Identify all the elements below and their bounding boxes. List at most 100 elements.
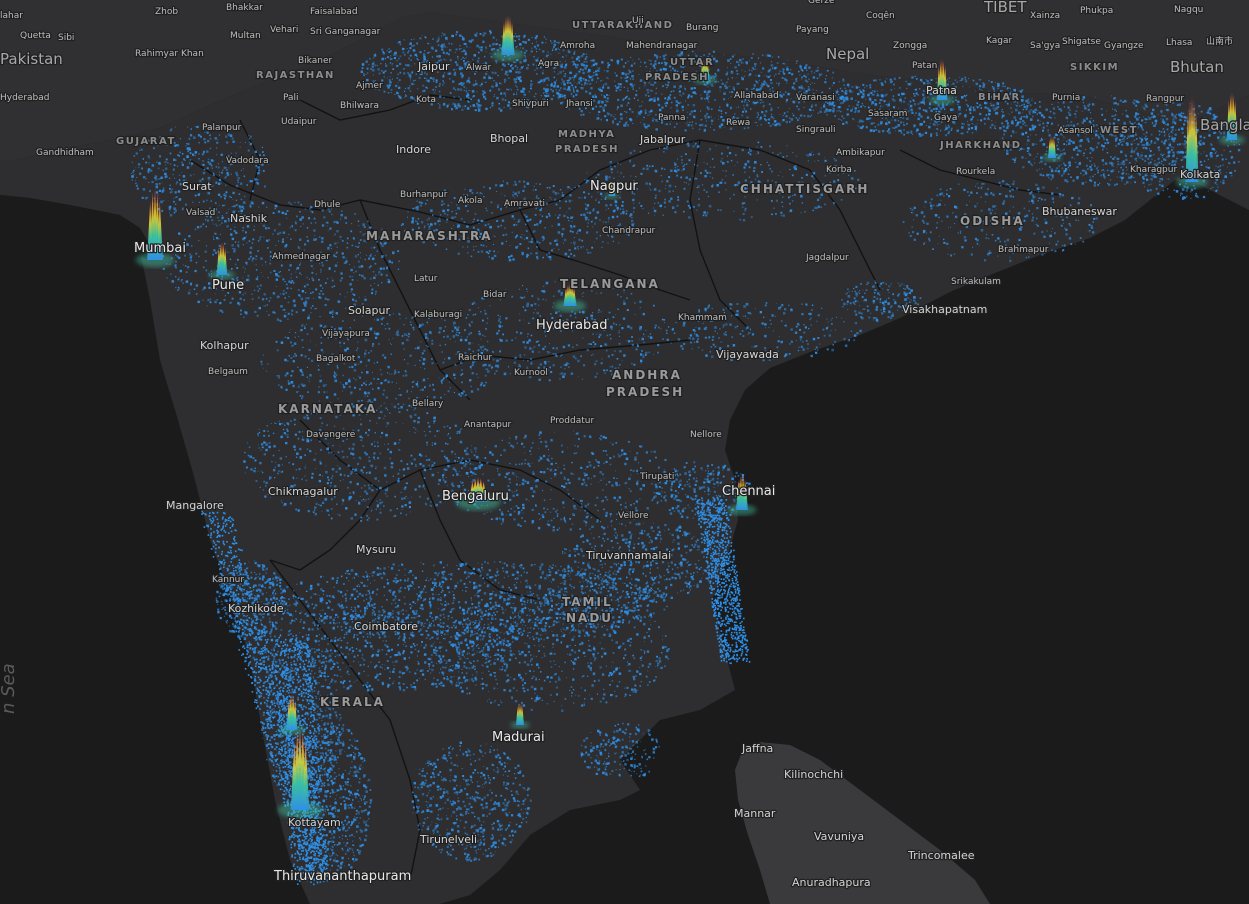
city-label-solapur: Solapur	[348, 304, 390, 317]
city-label-tiruvannamalai: Tiruvannamalai	[585, 549, 671, 562]
city-label-mangalore: Mangalore	[166, 499, 224, 512]
city-label-thiruvananthapuram: Thiruvananthapuram	[273, 869, 411, 884]
density-peak-nagpur	[604, 180, 620, 199]
state-label-odisha: ODISHA	[960, 214, 1025, 228]
city-label-panna: Panna	[658, 113, 685, 123]
city-label-nellore: Nellore	[690, 430, 722, 440]
city-label-hyderabad: Hyderabad	[536, 318, 608, 333]
city-label-mysuru: Mysuru	[356, 543, 396, 556]
city-label-tirupati: Tirupati	[639, 472, 674, 482]
city-label-amravati: Amravati	[504, 199, 545, 209]
city-label-kannur: Kannur	[212, 575, 244, 585]
state-label-tamil-2: NADU	[566, 611, 613, 625]
city-label-sri-ganganagar: Sri Ganganagar	[310, 27, 381, 37]
city-label-madurai: Madurai	[492, 730, 545, 745]
state-label-west-bengal: WEST	[1100, 125, 1138, 136]
indian-peninsula	[0, 12, 1249, 904]
density-peak-asansol	[1042, 135, 1062, 162]
city-label-zhob: Zhob	[155, 7, 178, 17]
city-label-kalaburagi: Kalaburagi	[414, 310, 462, 320]
density-peak-chennai	[727, 474, 757, 516]
city-label-bengaluru: Bengaluru	[442, 489, 509, 504]
northern-land	[0, 0, 1249, 162]
city-label-belgaum: Belgaum	[208, 367, 248, 377]
country-label-nepal: Nepal	[826, 45, 869, 63]
city-label-xainza: Xainza	[1030, 11, 1060, 21]
country-label-tibet: TIBET	[983, 0, 1027, 16]
city-label-kilinochchi: Kilinochchi	[784, 768, 843, 781]
city-label-kota: Kota	[416, 95, 436, 105]
density-peaks	[135, 15, 1245, 819]
city-label-nashik: Nashik	[230, 212, 268, 225]
state-label-andhra-1: ANDHRA	[612, 368, 682, 382]
city-label-chikmagalur: Chikmagalur	[268, 485, 338, 498]
city-label-zongga: Zongga	[893, 41, 927, 51]
density-peak-bengaluru	[455, 477, 501, 511]
density-peak-kochi	[279, 694, 305, 735]
city-label-bikaner: Bikaner	[298, 56, 332, 66]
city-label-ajmer: Ajmer	[356, 81, 383, 91]
sri-lanka	[735, 742, 990, 904]
state-label-madhya-1: MADHYA	[558, 129, 615, 140]
city-label-visakhapatnam: Visakhapatnam	[902, 303, 987, 316]
country-label-bhutan: Bhutan	[1170, 58, 1224, 76]
city-label-bagalkot: Bagalkot	[316, 354, 356, 364]
city-label-chandrapur: Chandrapur	[602, 226, 656, 236]
city-label-pali: Pali	[283, 93, 299, 103]
city-label-khammam: Khammam	[678, 313, 727, 323]
country-label-bangla: Bangla	[1200, 116, 1249, 134]
city-label-quetta: Quetta	[20, 31, 51, 41]
state-label-tamil-1: TAMIL	[562, 595, 613, 609]
city-label-rahimyar-khan: Rahimyar Khan	[135, 49, 204, 59]
city-label-uji: Uji	[632, 16, 644, 26]
city-label-raichur: Raichur	[458, 353, 492, 363]
city-label-rourkela: Rourkela	[956, 167, 995, 177]
city-label-agra: Agra	[538, 59, 559, 69]
city-label-shivpuri: Shivpuri	[512, 99, 549, 109]
city-label-kurnool: Kurnool	[514, 368, 548, 378]
city-label-surat: Surat	[182, 180, 212, 193]
city-label-mahar: lahar	[0, 11, 23, 21]
city-label-bhakkar: Bhakkar	[226, 3, 263, 13]
city-label-ahmednagar: Ahmednagar	[272, 252, 330, 262]
city-label-akola: Akola	[458, 196, 483, 206]
state-label-kerala: KERALA	[320, 695, 385, 709]
state-label-gujarat: GUJARAT	[116, 136, 176, 147]
state-label-chhattisgarh: CHHATTISGARH	[740, 182, 869, 196]
city-label-rangpur: Rangpur	[1146, 94, 1184, 104]
city-label-dhule: Dhule	[314, 200, 341, 210]
state-label-karnataka: KARNATAKA	[278, 402, 377, 416]
state-label-uttar-2: PRADESH	[645, 72, 709, 83]
city-label-multan: Multan	[230, 31, 261, 41]
city-label-alwar: Alwar	[466, 63, 492, 73]
city-label-sasaram: Sasaram	[868, 109, 907, 119]
city-label-kharagpur: Kharagpur	[1130, 165, 1177, 175]
state-label-rajasthan: RAJASTHAN	[256, 70, 335, 81]
city-label-ambikapur: Ambikapur	[836, 148, 885, 158]
state-label-telangana: TELANGANA	[560, 277, 660, 291]
city-label-jaffna: Jaffna	[741, 742, 773, 755]
city-label-mahendranagar: Mahendranagar	[626, 41, 698, 51]
city-label-proddatur: Proddatur	[550, 416, 594, 426]
city-label-trincomalee: Trincomalee	[907, 849, 975, 862]
city-label-jhansi: Jhansi	[565, 99, 593, 109]
state-label-uttar-1: UTTAR	[670, 57, 714, 68]
city-label-jagdalpur: Jagdalpur	[805, 253, 849, 263]
city-label-vijayapura: Vijayapura	[322, 329, 370, 339]
city-label-kagar: Kagar	[986, 36, 1012, 46]
city-label-phukpa: Phukpa	[1080, 6, 1113, 16]
country-label-pakistan: Pakistan	[0, 50, 63, 68]
city-label-gandhidham: Gandhidham	[36, 148, 94, 158]
state-label-uttarakhand: UTTARAKHAND	[572, 20, 673, 31]
city-label-amroha: Amroha	[560, 41, 595, 51]
city-label-latur: Latur	[414, 274, 438, 284]
city-label-purnia: Purnia	[1052, 93, 1080, 103]
density-peak-thiruvananthapuram	[277, 727, 323, 819]
city-label-nagpur: Nagpur	[590, 179, 638, 194]
city-label-jaipur: Jaipur	[417, 60, 450, 73]
city-label-hyderabad-pk: Hyderabad	[0, 93, 50, 103]
density-peak-dhaka-edge	[1219, 92, 1245, 145]
density-peak-delhi	[492, 15, 524, 61]
